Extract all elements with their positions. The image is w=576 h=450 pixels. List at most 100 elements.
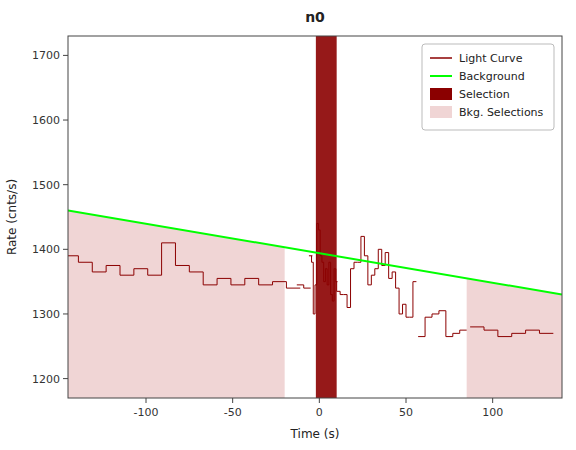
light-curve-bin	[351, 268, 354, 269]
light-curve-bin	[413, 281, 416, 282]
light-curve-bin	[175, 265, 189, 266]
light-curve-step	[367, 256, 368, 285]
light-curve-bin	[432, 313, 439, 314]
light-curve-step	[364, 236, 365, 255]
legend-label: Light Curve	[459, 52, 523, 65]
light-curve-step	[318, 223, 319, 229]
light-curve-step	[328, 262, 329, 285]
y-tick-label: 1200	[32, 373, 60, 386]
light-curve-bin	[512, 333, 526, 334]
light-curve-step	[334, 269, 335, 301]
light-curve-step	[336, 282, 337, 292]
selection-span	[316, 36, 337, 398]
light-curve-step	[445, 311, 446, 337]
light-curve-step	[325, 269, 326, 282]
y-tick-label: 1700	[32, 49, 60, 62]
light-curve-step	[432, 314, 433, 317]
light-curve-bin	[354, 262, 357, 263]
x-tick	[406, 398, 407, 403]
light-curve-step	[323, 262, 324, 281]
light-curve-bin	[364, 255, 367, 256]
light-curve-step	[425, 317, 426, 336]
x-tick-label: -100	[134, 406, 159, 419]
light-curve-bin	[231, 284, 245, 285]
y-tick-label: 1500	[32, 179, 60, 192]
light-curve-step	[371, 275, 372, 285]
light-curve-bin	[259, 284, 273, 285]
y-tick	[63, 378, 68, 379]
y-tick	[63, 120, 68, 121]
light-curve-step	[311, 256, 312, 262]
light-curve-step	[230, 278, 231, 284]
y-tick	[63, 184, 68, 185]
plot-frame	[68, 36, 562, 398]
light-curve-bin	[92, 271, 106, 272]
light-curve-bin	[347, 307, 350, 308]
light-curve-step	[106, 265, 107, 271]
x-tick-label: -50	[224, 406, 242, 419]
light-curve-bin	[134, 268, 148, 269]
light-curve-step	[539, 330, 540, 333]
light-curve-bin	[526, 330, 540, 331]
light-curve-bin	[484, 330, 498, 331]
background-line	[68, 210, 562, 294]
light-curve-step	[395, 272, 396, 288]
y-tick-label: 1600	[32, 114, 60, 127]
light-curve-bin	[106, 265, 120, 266]
light-curve-step	[315, 285, 316, 314]
y-axis-label: Rate (cnts/s)	[5, 179, 19, 255]
light-curve-bin	[418, 336, 425, 337]
light-curve-step	[412, 282, 413, 318]
title: n0	[305, 9, 325, 25]
light-curve-step	[120, 265, 121, 275]
light-curve-step	[272, 282, 273, 285]
y-tick	[63, 55, 68, 56]
light-curve-bin	[217, 278, 231, 279]
light-curve-bin	[539, 333, 553, 334]
light-curve-step	[286, 282, 287, 288]
y-tick-label: 1300	[32, 308, 60, 321]
light-curve-step	[459, 330, 460, 333]
light-curve-step	[402, 304, 403, 314]
light-curve-bin	[406, 317, 409, 318]
light-curve-bin	[439, 310, 446, 311]
light-curve-step	[327, 269, 328, 285]
light-curve-bin	[68, 255, 78, 256]
plot-area	[68, 36, 562, 398]
light-curve-bin	[189, 271, 203, 272]
light-curve-step	[452, 333, 453, 336]
light-curve-step	[332, 295, 333, 301]
light-curve-bin	[403, 304, 406, 305]
light-curve-bin	[399, 313, 402, 314]
x-axis-label: Time (s)	[290, 427, 340, 441]
light-curve-bin	[245, 278, 259, 279]
legend-box	[422, 44, 554, 130]
light-curve-step	[374, 269, 375, 275]
light-curve-bin	[396, 288, 399, 289]
light-curve-step	[316, 223, 317, 284]
light-curve-step	[347, 295, 348, 308]
light-curve-step	[313, 262, 314, 314]
light-curve-bin	[385, 252, 388, 253]
light-curve-step	[203, 272, 204, 285]
light-curve-step	[330, 262, 331, 294]
light-curve-bin	[120, 275, 134, 276]
light-curve-step	[335, 269, 336, 282]
light-curve-step	[217, 278, 218, 284]
chart: -100-50050100120013001400150016001700n0T…	[0, 0, 576, 450]
light-curve-bin	[357, 262, 360, 263]
light-curve-step	[244, 278, 245, 284]
x-tick	[146, 398, 147, 403]
light-curve-bin	[297, 284, 304, 285]
legend-swatch	[430, 106, 452, 118]
legend-label: Background	[459, 70, 525, 83]
light-curve-step	[258, 278, 259, 284]
x-tick-label: 100	[482, 406, 503, 419]
light-curve-bin	[286, 288, 300, 289]
legend-label: Bkg. Selections	[459, 106, 544, 119]
light-curve-step	[321, 256, 322, 262]
light-curve-bin	[446, 336, 453, 337]
legend-swatch	[430, 57, 452, 59]
x-tick-label: 50	[399, 406, 413, 419]
light-curve-step	[175, 243, 176, 266]
